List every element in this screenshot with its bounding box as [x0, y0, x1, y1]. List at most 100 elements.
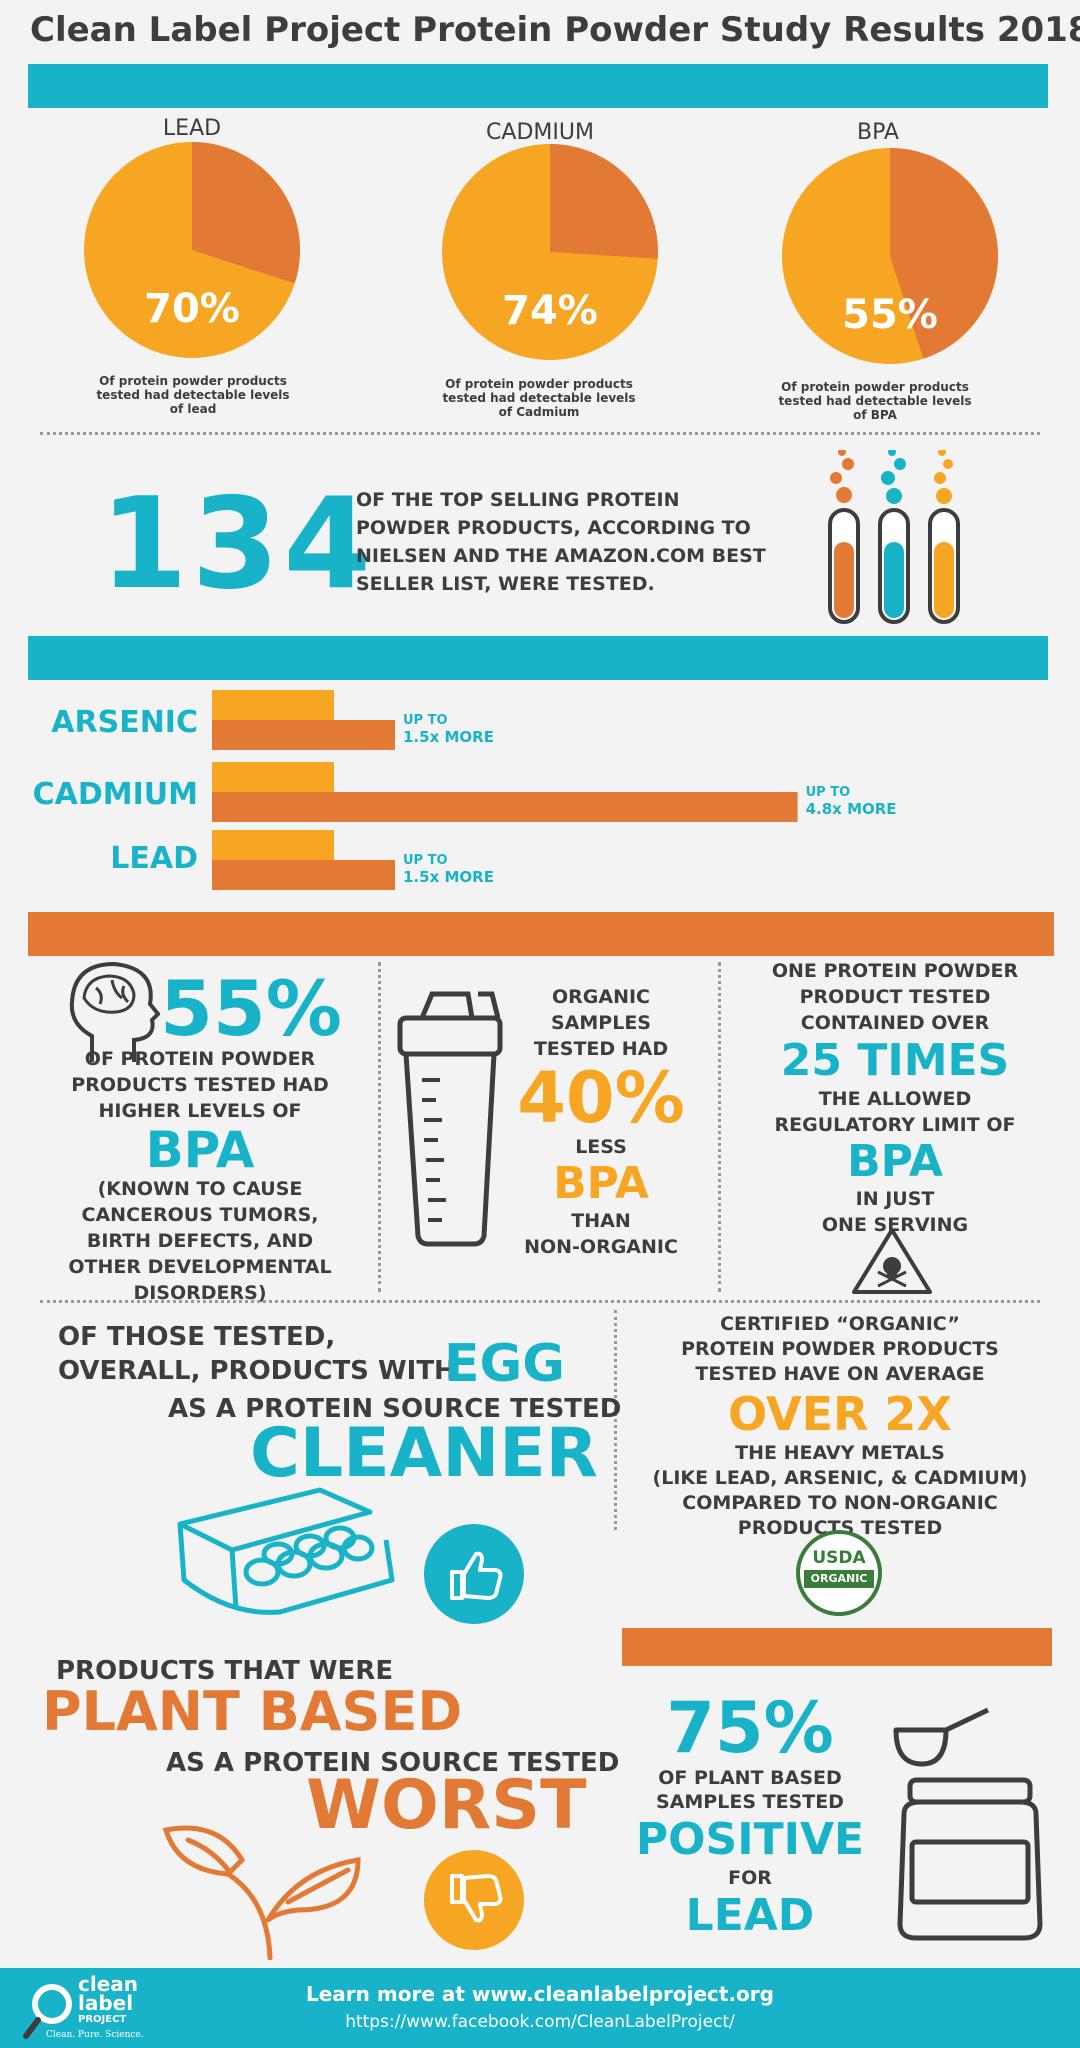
stat-134-line-3: NIELSEN AND THE AMAZON.COM BEST [356, 545, 766, 567]
section-band-overall-label: PROTEIN POWDER PRODUCTS TESTED OVERALL [42, 73, 632, 98]
divider-vertical-2 [718, 962, 721, 1292]
bar-cadmium-organic [212, 792, 798, 822]
egg-line-2: OVERALL, PRODUCTS WITH [58, 1356, 456, 1386]
test-tubes-icon [828, 450, 960, 624]
pie-lead-title: LEAD [162, 116, 222, 141]
bpa-col2-non-organic: NON-ORGANIC [524, 1236, 678, 1258]
shaker-bottle-icon [397, 991, 503, 1247]
bpa-col1-note-1: (KNOWN TO CAUSE [97, 1178, 303, 1200]
footer-tagline: Clean. Pure. Science. [46, 2030, 144, 2040]
bar-arsenic-category-label: ARSENIC [51, 705, 198, 740]
pie-lead-caption: Of protein powder products tested had de… [96, 374, 290, 416]
lead-positive: POSITIVE [635, 1814, 865, 1865]
section-band-lead: LEAD [622, 1628, 1052, 1666]
warning-skull-icon [852, 1228, 932, 1294]
bpa-col3-text: ONE PROTEIN POWDER PRODUCT TESTED CONTAI… [730, 958, 1060, 1238]
plant-based: PLANT BASED [42, 1680, 463, 1743]
bpa-col1-line-2: PRODUCTS TESTED HAD [71, 1074, 329, 1096]
bpa-col3-line-7: ONE SERVING [821, 1214, 969, 1236]
bar-arsenic-value-label-1: UP TO [403, 713, 448, 728]
egg-cleaner: CLEANER [250, 1414, 599, 1493]
bar-lead-value-label-1: UP TO [403, 853, 448, 868]
bpa-col1-line-1: OF PROTEIN POWDER [84, 1048, 316, 1070]
footer-logo-project: PROJECT [78, 2014, 127, 2025]
footer: clean label PROJECT Clean. Pure. Science… [0, 1968, 1080, 2048]
pie-lead-value-label: 70% [144, 286, 240, 332]
thumbs-down-icon [424, 1850, 524, 1950]
organic-line-5: (LIKE LEAD, ARSENIC, & CADMIUM) [652, 1467, 1028, 1489]
usda-seal-line-2: ORGANIC [804, 1570, 874, 1588]
stat-134-text: OF THE TOP SELLING PROTEIN POWDER PRODUC… [356, 486, 766, 598]
section-band-bpa-label: BPA [517, 921, 565, 946]
bar-cadmium-non-organic [212, 762, 334, 792]
divider [40, 432, 1040, 435]
pie-lead-minor-slice [192, 142, 300, 284]
pie-bpa-caption: Of protein powder products tested had de… [778, 380, 972, 422]
bar-arsenic-non-organic [212, 690, 334, 720]
egg-line-1: OF THOSE TESTED, [58, 1322, 336, 1352]
scoop-icon [893, 1707, 990, 1767]
bpa-col3-bpa: BPA [847, 1136, 943, 1187]
organic-line-7: PRODUCTS TESTED [737, 1517, 943, 1539]
footer-logo-label: label [78, 1991, 134, 2015]
bpa-col1-note-4: OTHER DEVELOPMENTAL [68, 1256, 332, 1278]
bpa-col2-than: THAN [571, 1210, 631, 1232]
bar-arsenic-value-label-2: 1.5x MORE [403, 728, 494, 746]
organic-line-3: TESTED HAVE ON AVERAGE [695, 1363, 985, 1385]
organic-line-1: CERTIFIED “ORGANIC” [720, 1313, 960, 1335]
bar-cadmium-value-label-2: 4.8x MORE [806, 800, 897, 818]
lead-line-1: OF PLANT BASED [658, 1767, 842, 1789]
bpa-col2-big: 40% [517, 1057, 685, 1139]
thumbs-up-icon [424, 1524, 524, 1624]
page-title: Clean Label Project Protein Powder Study… [30, 10, 1080, 50]
bar-lead-organic [212, 860, 395, 890]
stat-134-line-2: POWDER PRODUCTS, ACCORDING TO [356, 517, 751, 539]
bpa-col1-line-3: HIGHER LEVELS OF [98, 1100, 302, 1122]
section-band-overall: PROTEIN POWDER PRODUCTS TESTED OVERALL [28, 64, 1048, 108]
egg-word: EGG [444, 1334, 565, 1394]
bpa-col2-bpa: BPA [553, 1158, 649, 1209]
footer-logo-clean: clean [78, 1972, 139, 1996]
bar-cadmium-value-label-1: UP TO [806, 785, 851, 800]
bpa-col3-line-3: CONTAINED OVER [800, 1012, 990, 1034]
bpa-col1-note-5: DISORDERS) [133, 1282, 267, 1304]
lead-text: 75% OF PLANT BASED SAMPLES TESTED POSITI… [620, 1690, 880, 1942]
plant-line-1: PRODUCTS THAT WERE [56, 1656, 394, 1686]
section-band-lead-label: LEAD [804, 1634, 870, 1659]
divider-2 [40, 1300, 1040, 1303]
bpa-col1-text: OF PROTEIN POWDER PRODUCTS TESTED HAD HI… [40, 1046, 360, 1306]
bar-arsenic-organic [212, 720, 395, 750]
bpa-col3-line-4: THE ALLOWED [818, 1088, 972, 1110]
magnifier-logo-icon [23, 1984, 72, 2039]
bpa-col3-line-2: PRODUCT TESTED [799, 986, 991, 1008]
bpa-col3-line-5: REGULATORY LIMIT OF [774, 1114, 1016, 1136]
bpa-col2-line-2: SAMPLES [551, 1012, 651, 1034]
egg-line-3: AS A PROTEIN SOURCE TESTED [168, 1394, 622, 1424]
pie-bpa-title: BPA [856, 120, 899, 145]
bar-lead-category-label: LEAD [110, 841, 198, 876]
plant-line-2: AS A PROTEIN SOURCE TESTED [166, 1748, 620, 1778]
stat-134-line-4: SELLER LIST, WERE TESTED. [356, 573, 655, 595]
bpa-col2-line-3: TESTED HAD [533, 1038, 669, 1060]
bpa-col1-note-3: BIRTH DEFECTS, AND [86, 1230, 314, 1252]
pie-bpa-minor-slice [890, 148, 999, 359]
organic-line-2: PROTEIN POWDER PRODUCTS [681, 1338, 999, 1360]
footer-learn-more-link[interactable]: Learn more at www.cleanlabelproject.org [306, 1982, 774, 2006]
bpa-col1-bpa: BPA [145, 1121, 255, 1179]
organic-text: CERTIFIED “ORGANIC” PROTEIN POWDER PRODU… [620, 1312, 1060, 1541]
bpa-col3-line-1: ONE PROTEIN POWDER [771, 960, 1019, 982]
pie-cadmium-minor-slice [550, 144, 658, 259]
protein-tub-icon [897, 1777, 1043, 1941]
bpa-col3-big: 25 TIMES [780, 1035, 1010, 1086]
lead-word: LEAD [685, 1890, 815, 1941]
stat-134-number: 134 [100, 470, 376, 617]
footer-facebook-link[interactable]: https://www.facebook.com/CleanLabelProje… [345, 2012, 735, 2032]
bpa-col3-line-6: IN JUST [855, 1188, 935, 1210]
pie-cadmium-value-label: 74% [502, 288, 598, 334]
lead-line-2: SAMPLES TESTED [656, 1791, 844, 1813]
bar-cadmium-category-label: CADMIUM [33, 777, 198, 812]
divider-vertical [378, 962, 381, 1292]
pie-charts: 70% 74% 55% [84, 142, 999, 364]
lead-big: 75% [666, 1687, 834, 1769]
